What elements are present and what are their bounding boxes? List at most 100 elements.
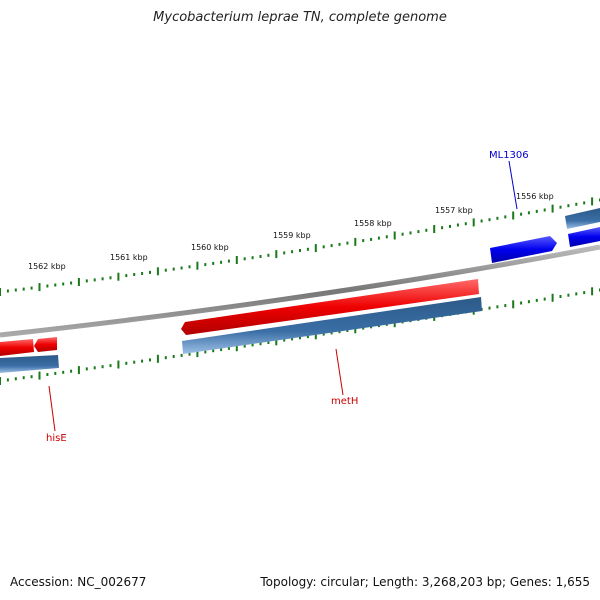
scale-tick <box>180 266 183 270</box>
gene-ml1306-arrow[interactable] <box>490 236 557 263</box>
gene-reverse-arrow[interactable] <box>0 339 34 356</box>
scale-tick <box>456 223 459 227</box>
scale-label: 1562 kbp <box>28 262 66 271</box>
scale-label: 1556 kbp <box>516 192 554 201</box>
scale-tick <box>101 277 104 281</box>
scale-tick <box>259 255 262 258</box>
scale-tick <box>591 287 594 296</box>
scale-tick <box>125 274 128 278</box>
scale-tick <box>133 273 136 276</box>
forward-gene-track <box>490 227 600 263</box>
scale-tick <box>559 295 562 298</box>
scale-tick <box>409 231 412 235</box>
scale-tick <box>464 222 467 226</box>
scale-tick <box>117 272 120 281</box>
scale-tick <box>299 249 301 252</box>
scale-tick <box>85 279 88 283</box>
scale-tick <box>22 287 25 291</box>
scale-tick <box>338 242 341 246</box>
scale-tick <box>141 359 144 363</box>
scale-tick <box>441 226 444 230</box>
accession-text: Accession: NC_002677 <box>10 575 147 589</box>
scale-tick <box>251 256 254 260</box>
scale-tick <box>204 350 207 354</box>
scale-tick <box>425 228 428 232</box>
scale-tick <box>109 276 112 280</box>
scale-tick <box>38 371 41 380</box>
scale-tick <box>488 218 491 222</box>
scale-tick <box>535 209 538 213</box>
scale-tick <box>291 337 294 341</box>
scale-tick <box>54 371 57 375</box>
scale-tick <box>354 237 357 246</box>
scale-tick <box>149 270 151 274</box>
scale-tick <box>267 253 270 257</box>
scale-tick <box>235 343 238 352</box>
scale-tick <box>283 338 286 342</box>
scale-tick <box>14 377 17 381</box>
scale-tick <box>330 331 333 335</box>
scale-tick <box>559 205 562 209</box>
gene-forward-arrow[interactable] <box>568 227 600 247</box>
cds-forward[interactable] <box>565 208 600 229</box>
cds-reverse-track <box>0 297 482 373</box>
scale-tick <box>362 326 365 330</box>
scale-tick <box>314 244 317 253</box>
scale-tick <box>543 208 546 212</box>
page-title: Mycobacterium leprae TN, complete genome <box>153 10 447 25</box>
scale-tick <box>504 215 507 219</box>
scale-tick <box>370 237 373 241</box>
scale-tick <box>46 284 49 288</box>
gene-meth-arrow[interactable] <box>181 279 479 335</box>
scale-tick <box>172 267 175 271</box>
scale-tick <box>354 325 357 334</box>
scale-tick <box>472 218 475 227</box>
scale-tick <box>22 376 25 380</box>
scale-tick <box>575 202 578 206</box>
scale-tick <box>496 305 499 309</box>
scale-tick <box>449 224 451 228</box>
scale-tick <box>180 353 183 357</box>
outer-tick-track <box>0 197 600 296</box>
scale-tick <box>196 261 199 270</box>
scale-tick <box>417 230 420 234</box>
scale-tick <box>283 251 286 255</box>
scale-tick <box>314 331 317 340</box>
scale-tick <box>243 257 246 261</box>
scale-tick <box>149 358 151 362</box>
scale-tick <box>30 286 33 290</box>
scale-tick <box>299 336 301 340</box>
scale-tick <box>551 204 554 213</box>
scale-tick <box>0 377 1 385</box>
scale-tick <box>275 250 278 259</box>
scale-tick <box>54 283 57 287</box>
scale-tick <box>322 332 325 336</box>
scale-tick <box>164 356 167 360</box>
scale-tick <box>346 329 349 332</box>
scale-label: 1560 kbp <box>191 243 229 252</box>
scale-label: 1557 kbp <box>435 206 473 215</box>
scale-tick <box>346 241 349 245</box>
scale-tick <box>77 366 80 375</box>
scale-tick <box>227 346 230 350</box>
scale-tick <box>70 369 73 373</box>
scale-tick <box>338 330 341 334</box>
scale-tick <box>306 247 309 251</box>
scale-tick <box>156 354 159 363</box>
scale-tick <box>567 204 570 208</box>
hise-leader <box>48 385 56 432</box>
scale-tick <box>385 235 388 239</box>
scale-tick <box>117 360 120 369</box>
scale-tick <box>188 265 191 269</box>
scale-tick <box>220 260 223 264</box>
cds-meth[interactable] <box>182 297 482 354</box>
gene-hise-arrow[interactable] <box>34 337 57 352</box>
scale-tick <box>520 301 523 305</box>
gene-label-hise: hisE <box>46 433 67 444</box>
scale-tick <box>109 364 112 368</box>
scale-tick <box>306 335 309 339</box>
scale-tick <box>6 378 9 382</box>
scale-label: 1559 kbp <box>273 231 311 240</box>
scale-tick <box>330 244 333 248</box>
cds-hise[interactable] <box>0 355 59 373</box>
